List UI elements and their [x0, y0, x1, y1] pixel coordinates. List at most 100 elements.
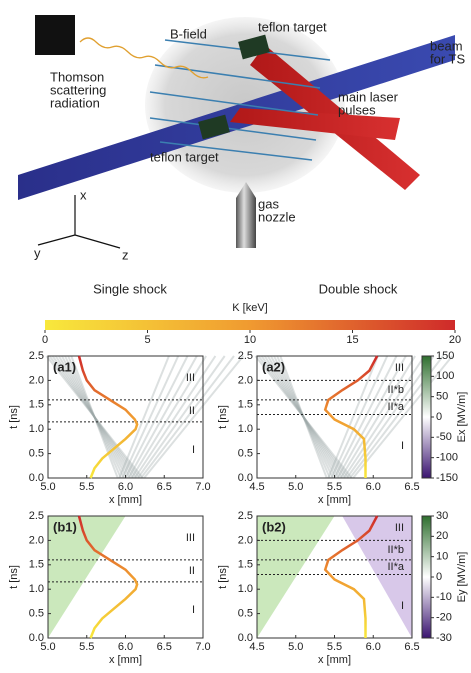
- x-tick-label: 6.0: [366, 481, 381, 493]
- colorbar-tick-label: 0: [436, 571, 442, 583]
- region-label: II*b: [387, 384, 404, 396]
- y-tick-label: 2.5: [29, 350, 44, 362]
- schematic-label: nozzle: [258, 209, 296, 224]
- colorbar-tick-label: 150: [436, 350, 454, 362]
- field-region: [342, 516, 412, 638]
- y-tick-label: 1.5: [238, 399, 253, 411]
- y-tick-label: 0.0: [29, 472, 44, 484]
- colorbar: [45, 320, 455, 330]
- colorbar-tick-label: 15: [346, 334, 358, 346]
- y-tick-label: 0.5: [29, 608, 44, 620]
- region-label: I: [401, 440, 404, 452]
- schematic-label: radiation: [50, 95, 100, 110]
- colorbar-tick-label: 100: [436, 370, 454, 382]
- colorbar-tick-label: 0: [436, 411, 442, 423]
- x-tick-label: 5.5: [327, 481, 342, 493]
- detector: [35, 15, 75, 55]
- x-axis-label: x [mm]: [109, 494, 142, 506]
- y-axis-label: t [ns]: [8, 405, 20, 429]
- schematic-label: for TS: [430, 51, 465, 66]
- colorbar-tick-label: 20: [436, 530, 448, 542]
- colorbar-tick-label: 20: [449, 334, 461, 346]
- y-tick-label: 2.0: [29, 534, 44, 546]
- region-label: III: [186, 372, 195, 384]
- region-label: II: [189, 565, 195, 577]
- y-tick-label: 0.5: [238, 608, 253, 620]
- colorbar-tick-label: 30: [436, 510, 448, 522]
- axes-triad: [38, 195, 120, 248]
- region-label: II*a: [387, 401, 404, 413]
- colorbar-tick-label: 0: [42, 334, 48, 346]
- y-axis-label: t [ns]: [217, 565, 229, 589]
- y-tick-label: 0.0: [238, 472, 253, 484]
- y-tick-label: 2.0: [238, 534, 253, 546]
- y-tick-label: 1.5: [238, 559, 253, 571]
- colorbar-tick-label: -150: [436, 472, 458, 484]
- y-tick-label: 2.0: [238, 374, 253, 386]
- axis-letter: x: [80, 187, 87, 202]
- x-tick-label: 5.0: [288, 641, 303, 653]
- schematic-label: teflon target: [258, 19, 327, 34]
- region-label: III: [186, 532, 195, 544]
- panel: IIIIII5.05.56.06.57.00.00.51.01.52.02.5x…: [8, 350, 243, 506]
- ray: [126, 356, 188, 478]
- colorbar-tick-label: -100: [436, 452, 458, 464]
- x-tick-label: 5.5: [79, 641, 94, 653]
- region-label: I: [192, 444, 195, 456]
- colorbar-tick-label: -30: [436, 632, 452, 644]
- x-tick-label: 5.5: [79, 481, 94, 493]
- panel: IIIIII5.05.56.06.57.00.00.51.01.52.02.5x…: [8, 510, 211, 666]
- x-tick-label: 5.5: [327, 641, 342, 653]
- axis-letter: z: [122, 247, 129, 262]
- x-tick-label: 6.5: [157, 481, 172, 493]
- schematic: [18, 15, 455, 248]
- colorbar: [422, 516, 431, 638]
- region-label: III: [395, 522, 404, 534]
- colorbar-tick-label: 5: [144, 334, 150, 346]
- y-tick-label: 2.5: [238, 510, 253, 522]
- region-label: III: [395, 362, 404, 374]
- y-tick-label: 0.5: [238, 448, 253, 460]
- region-label: I: [192, 604, 195, 616]
- x-tick-label: 6.5: [404, 641, 419, 653]
- column-title: Single shock: [93, 281, 167, 296]
- figure: B-fieldteflon targetbeamfor TSThomsonsca…: [0, 0, 471, 673]
- x-tick-label: 6.5: [157, 641, 172, 653]
- colorbar: [422, 356, 431, 478]
- y-tick-label: 2.5: [238, 350, 253, 362]
- y-tick-label: 0.0: [238, 632, 253, 644]
- y-tick-label: 1.0: [29, 423, 44, 435]
- region-label: I: [401, 600, 404, 612]
- schematic-label: B-field: [170, 26, 207, 41]
- colorbar-tick-label: -10: [436, 591, 452, 603]
- x-axis-label: x [mm]: [318, 494, 351, 506]
- y-axis-label: t [ns]: [217, 405, 229, 429]
- x-tick-label: 6.5: [404, 481, 419, 493]
- colorbar-label: Ex [MV/m]: [456, 392, 468, 443]
- colorbar-tick-label: 10: [436, 551, 448, 563]
- y-tick-label: 0.5: [29, 448, 44, 460]
- y-tick-label: 1.0: [238, 583, 253, 595]
- axis-letter: y: [34, 245, 41, 260]
- colorbar-tick-label: -50: [436, 431, 452, 443]
- panel-label: (b2): [262, 519, 286, 534]
- x-tick-label: 6.0: [366, 641, 381, 653]
- colorbar-label: K [keV]: [232, 302, 267, 314]
- schematic-label: teflon target: [150, 149, 219, 164]
- y-tick-label: 1.5: [29, 559, 44, 571]
- region-label: II*a: [387, 561, 404, 573]
- colorbar-label: Ey [MV/m]: [456, 552, 468, 603]
- gas-nozzle: [236, 198, 256, 248]
- x-axis-label: x [mm]: [109, 654, 142, 666]
- x-tick-label: 7.0: [195, 641, 210, 653]
- y-tick-label: 0.0: [29, 632, 44, 644]
- y-axis-label: t [ns]: [8, 565, 20, 589]
- y-tick-label: 1.0: [238, 423, 253, 435]
- colorbar-tick-label: 10: [244, 334, 256, 346]
- y-tick-label: 2.0: [29, 374, 44, 386]
- y-tick-label: 1.5: [29, 399, 44, 411]
- panel-label: (a1): [53, 359, 76, 374]
- x-axis-label: x [mm]: [318, 654, 351, 666]
